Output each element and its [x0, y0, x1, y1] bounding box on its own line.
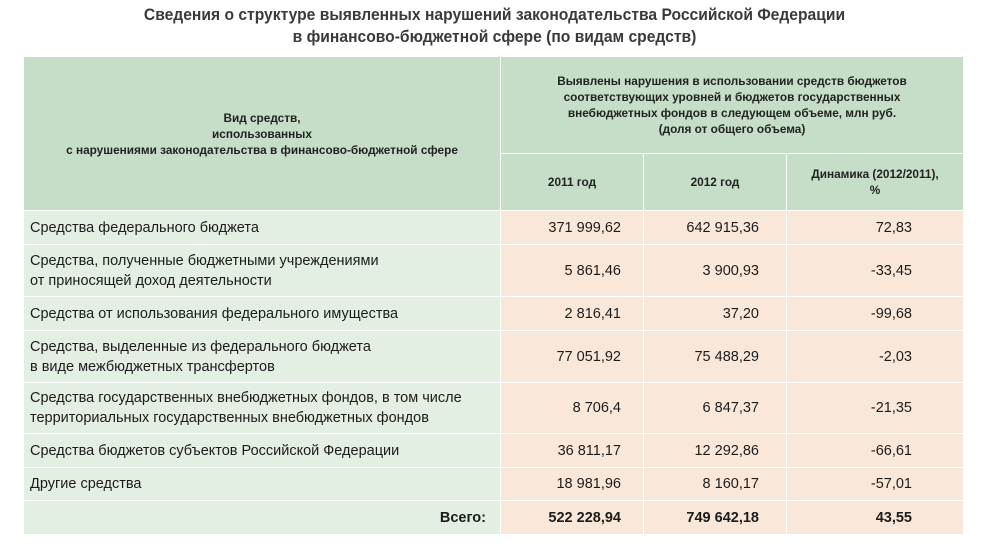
table-row: Средства, выделенные из федерального бюд…: [23, 330, 964, 383]
row-label-line-2: территориальных государственных внебюдже…: [30, 410, 429, 426]
total-row: Всего: 522 228,94 749 642,18 43,55: [23, 500, 964, 535]
row-label: Средства, выделенные из федерального бюд…: [23, 330, 501, 383]
cell-2012: 8 160,17: [643, 467, 787, 501]
cell-2012: 37,20: [643, 296, 787, 331]
header-violations-group: Выявлены нарушения в использовании средс…: [500, 56, 964, 154]
cell-2012: 12 292,86: [643, 433, 787, 468]
row-label: Средства государственных внебюджетных фо…: [23, 382, 501, 434]
cell-dynamics: -33,45: [786, 244, 964, 297]
row-label: Средства бюджетов субъектов Российской Ф…: [23, 433, 501, 468]
cell-dynamics: 72,83: [786, 210, 964, 245]
table-row: Средства федерального бюджета 371 999,62…: [23, 210, 964, 245]
row-label: Средства федерального бюджета: [23, 210, 501, 245]
header-group-line-4: (доля от общего объема): [658, 122, 806, 136]
cell-dynamics: -57,01: [786, 467, 964, 501]
row-label-line-2: в виде межбюджетных трансфертов: [30, 358, 275, 375]
cell-2012: 6 847,37: [643, 382, 787, 434]
header-group-line-3: внебюджетных фондов в следующем объеме, …: [567, 106, 897, 120]
header-dynamics-line-1: Динамика (2012/2011),: [811, 167, 939, 181]
table-row: Средства государственных внебюджетных фо…: [23, 382, 964, 434]
cell-dynamics: -99,68: [786, 296, 964, 331]
row-label-line-1: Средства, выделенные из федерального бюд…: [30, 338, 371, 355]
header-funds-type-line-2: использованных: [212, 126, 312, 141]
cell-2011: 2 816,41: [500, 296, 644, 331]
row-label-line-1: Средства федерального бюджета: [30, 219, 259, 236]
row-label-line-1: Средства от использования федерального и…: [30, 305, 399, 322]
row-label-line-1: Средства, полученные бюджетными учрежден…: [30, 252, 379, 269]
total-2012: 749 642,18: [643, 500, 787, 535]
header-2011: 2011 год: [500, 153, 644, 211]
header-funds-type: Вид средств, использованных с нарушениям…: [23, 56, 501, 211]
cell-2011: 77 051,92: [500, 330, 644, 383]
row-label: Средства, полученные бюджетными учрежден…: [23, 244, 501, 297]
row-label-line-2: от приносящей доход деятельности: [30, 272, 272, 289]
header-funds-type-line-3: с нарушениями законодательства в финансо…: [66, 142, 458, 157]
table-row: Средства от использования федерального и…: [23, 296, 964, 331]
row-label-line-1: Другие средства: [30, 476, 142, 492]
header-funds-type-line-1: Вид средств,: [223, 110, 301, 125]
table-title: Сведения о структуре выявленных нарушени…: [40, 4, 950, 48]
row-label-line-1: Средства бюджетов субъектов Российской Ф…: [30, 442, 400, 459]
cell-2011: 18 981,96: [500, 467, 644, 501]
cell-2011: 36 811,17: [500, 433, 644, 468]
header-group-line-1: Выявлены нарушения в использовании средс…: [557, 74, 907, 88]
table-row: Средства, полученные бюджетными учрежден…: [23, 244, 964, 297]
row-label-line-1: Средства государственных внебюджетных фо…: [30, 390, 462, 406]
cell-dynamics: -21,35: [786, 382, 964, 434]
total-label: Всего:: [23, 500, 501, 535]
table-row: Средства бюджетов субъектов Российской Ф…: [23, 433, 964, 468]
header-dynamics-line-2: %: [869, 183, 881, 197]
cell-dynamics: -2,03: [786, 330, 964, 383]
cell-2012: 642 915,36: [643, 210, 787, 245]
table-title-line-1: Сведения о структуре выявленных нарушени…: [143, 5, 846, 24]
total-2011: 522 228,94: [500, 500, 644, 535]
cell-2011: 5 861,46: [500, 244, 644, 297]
cell-2011: 8 706,4: [500, 382, 644, 434]
cell-2011: 371 999,62: [500, 210, 644, 245]
table-row: Другие средства 18 981,96 8 160,17 -57,0…: [23, 467, 964, 501]
cell-2012: 3 900,93: [643, 244, 787, 297]
table-title-line-2: в финансово-бюджетной сфере (по видам ср…: [292, 27, 697, 46]
cell-2012: 75 488,29: [643, 330, 787, 383]
violations-table: Вид средств, использованных с нарушениям…: [23, 56, 964, 535]
cell-dynamics: -66,61: [786, 433, 964, 468]
header-2012: 2012 год: [643, 153, 787, 211]
row-label: Другие средства: [23, 467, 501, 501]
total-dynamics: 43,55: [786, 500, 964, 535]
row-label: Средства от использования федерального и…: [23, 296, 501, 331]
header-dynamics: Динамика (2012/2011), %: [786, 153, 964, 211]
header-group-line-2: соответствующих уровней и бюджетов госуд…: [563, 90, 901, 104]
